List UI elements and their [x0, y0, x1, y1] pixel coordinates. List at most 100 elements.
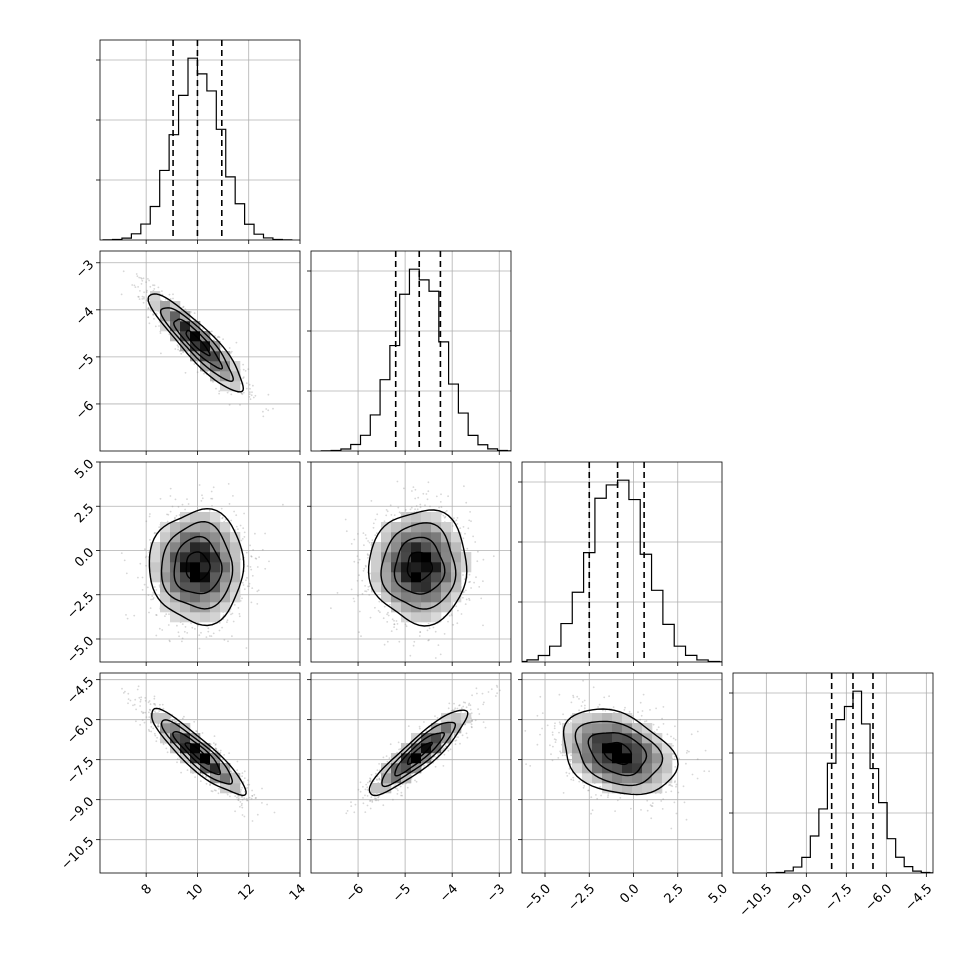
density-cell	[160, 562, 171, 573]
scatter-point	[228, 347, 231, 349]
scatter-point	[415, 505, 418, 507]
scatter-point	[182, 305, 185, 308]
density-cell	[160, 552, 171, 563]
scatter-point	[250, 555, 253, 557]
scatter-point	[242, 391, 245, 394]
scatter-point	[456, 523, 459, 525]
scatter-point	[249, 566, 252, 568]
scatter-point	[169, 487, 172, 490]
scatter-point	[378, 600, 381, 603]
scatter-point	[365, 590, 368, 593]
scatter-point	[142, 277, 145, 280]
contour-level-0	[185, 329, 211, 357]
scatter-point	[450, 613, 453, 616]
scatter-point	[473, 581, 475, 584]
density-cell	[391, 522, 402, 533]
scatter-point	[261, 548, 264, 551]
scatter-point	[242, 376, 245, 378]
density-cell	[431, 592, 442, 603]
scatter-point	[376, 532, 378, 534]
scatter-point	[234, 795, 237, 797]
scatter-point	[126, 617, 129, 620]
density-cell	[200, 542, 211, 553]
panel-2-2	[518, 461, 723, 666]
scatter-point	[245, 647, 248, 649]
density-cell	[200, 592, 211, 603]
panel-3-0: −10.5−9.0−7.5−6.0−4.58 10 12 14	[59, 672, 309, 904]
scatter-point	[262, 410, 264, 413]
scatter-point	[153, 288, 156, 290]
contour-level-1	[173, 535, 223, 595]
density-cell	[230, 381, 241, 392]
scatter-point	[230, 770, 233, 773]
scatter-point	[155, 312, 158, 315]
density-cell	[210, 351, 221, 362]
scatter-point	[193, 363, 196, 365]
density-cell	[150, 572, 161, 583]
scatter-point	[230, 613, 232, 616]
scatter-point	[169, 510, 172, 513]
scatter-point	[209, 783, 211, 786]
panel-plot-area	[311, 251, 511, 451]
scatter-point	[393, 619, 395, 622]
scatter-point	[256, 603, 259, 605]
scatter-point	[208, 635, 211, 637]
scatter-point	[187, 351, 189, 353]
density-cell	[160, 301, 171, 312]
panel-plot-area	[100, 251, 300, 451]
scatter-point	[147, 316, 150, 318]
scatter-point	[440, 493, 442, 496]
density-cell	[200, 602, 211, 613]
scatter-point	[361, 593, 364, 595]
scatter-point	[137, 576, 139, 579]
scatter-point	[152, 284, 154, 287]
scatter-point	[215, 748, 218, 750]
density-cell	[180, 592, 191, 603]
scatter-point	[357, 594, 359, 597]
density-cell	[180, 582, 191, 593]
scatter-point	[238, 613, 241, 615]
scatter-point	[167, 624, 170, 626]
scatter-point	[144, 699, 147, 702]
scatter-point	[241, 393, 244, 396]
scatter-point	[222, 338, 225, 341]
scatter-point	[366, 553, 369, 556]
scatter-point	[369, 585, 371, 588]
scatter-point	[362, 569, 365, 572]
scatter-point	[367, 585, 370, 588]
density-cell	[220, 552, 231, 563]
density-cell	[150, 562, 161, 573]
scatter-point	[241, 806, 244, 809]
density-cell	[421, 612, 432, 623]
scatter-point	[256, 590, 259, 593]
scatter-point	[156, 736, 159, 739]
scatter-point	[147, 316, 150, 319]
scatter-point	[453, 517, 455, 520]
density-cells	[150, 512, 241, 623]
scatter-point	[451, 614, 453, 617]
scatter-point	[145, 555, 148, 558]
scatter-point	[262, 415, 265, 418]
scatter-point	[193, 720, 196, 723]
scatter-point	[190, 622, 193, 625]
y-tick-label: −3	[73, 257, 97, 281]
scatter-point	[212, 632, 215, 635]
panel-frame	[310, 250, 512, 452]
scatter-point	[361, 579, 364, 582]
scatter-point	[439, 501, 442, 503]
density-cell	[381, 542, 392, 553]
density-cell	[210, 512, 221, 523]
scatter-point	[181, 637, 184, 640]
density-cell	[200, 512, 211, 523]
density-cell	[210, 371, 221, 382]
scatter-point	[249, 544, 252, 547]
scatter-point	[214, 743, 217, 745]
scatter-point	[140, 283, 143, 285]
density-cell	[441, 572, 452, 583]
scatter-point	[395, 628, 398, 631]
scatter-point	[412, 644, 415, 647]
scatter-point	[227, 640, 229, 643]
scatter-point	[254, 557, 257, 560]
scatter-point	[353, 600, 356, 603]
density-cell	[230, 572, 241, 583]
